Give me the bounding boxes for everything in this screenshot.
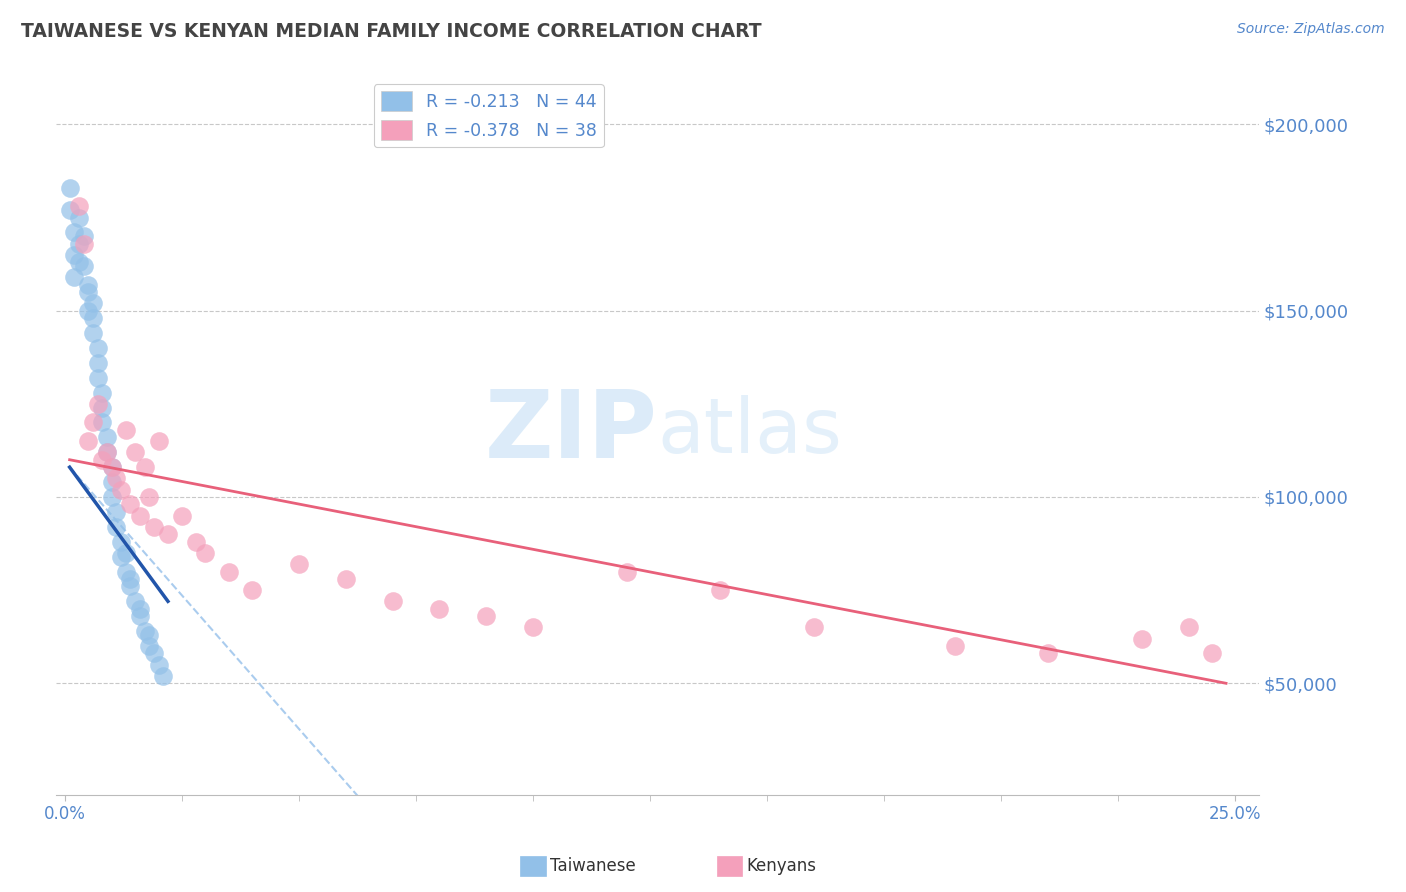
Point bbox=[114, 423, 136, 437]
Point bbox=[1201, 647, 1223, 661]
Point bbox=[142, 647, 165, 661]
Point bbox=[110, 534, 132, 549]
Point bbox=[63, 248, 86, 262]
Point bbox=[943, 639, 966, 653]
Point bbox=[105, 505, 128, 519]
Point bbox=[105, 471, 128, 485]
Point bbox=[82, 311, 104, 326]
Point bbox=[91, 385, 114, 400]
Point bbox=[59, 180, 82, 194]
Point bbox=[194, 546, 217, 560]
Text: TAIWANESE VS KENYAN MEDIAN FAMILY INCOME CORRELATION CHART: TAIWANESE VS KENYAN MEDIAN FAMILY INCOME… bbox=[21, 22, 762, 41]
Point bbox=[86, 356, 108, 370]
Point bbox=[184, 534, 207, 549]
Point bbox=[218, 565, 240, 579]
Point bbox=[134, 460, 156, 475]
Point bbox=[114, 565, 136, 579]
Point bbox=[429, 601, 451, 615]
Point bbox=[86, 341, 108, 355]
Point bbox=[100, 460, 122, 475]
Point bbox=[82, 296, 104, 310]
Point bbox=[67, 236, 90, 251]
Point bbox=[142, 520, 165, 534]
Point bbox=[170, 508, 193, 523]
Point bbox=[120, 579, 142, 593]
Point bbox=[100, 475, 122, 489]
Point bbox=[288, 557, 311, 571]
Point bbox=[128, 609, 150, 624]
Point bbox=[96, 445, 118, 459]
Point bbox=[381, 594, 404, 608]
Point bbox=[59, 203, 82, 218]
Point bbox=[335, 572, 357, 586]
Point bbox=[73, 236, 96, 251]
Point bbox=[110, 549, 132, 564]
Text: Source: ZipAtlas.com: Source: ZipAtlas.com bbox=[1237, 22, 1385, 37]
Point bbox=[105, 520, 128, 534]
Point bbox=[110, 483, 132, 497]
Point bbox=[475, 609, 498, 624]
Point bbox=[77, 303, 100, 318]
Point bbox=[91, 452, 114, 467]
Point bbox=[148, 434, 170, 449]
Point bbox=[100, 460, 122, 475]
Point bbox=[96, 445, 118, 459]
Point bbox=[124, 594, 146, 608]
Point bbox=[616, 565, 638, 579]
Point bbox=[82, 326, 104, 340]
Point bbox=[152, 669, 174, 683]
Point bbox=[96, 430, 118, 444]
Point bbox=[73, 259, 96, 273]
Point bbox=[114, 546, 136, 560]
Point bbox=[128, 601, 150, 615]
Point bbox=[91, 416, 114, 430]
Point bbox=[522, 620, 544, 634]
Text: Kenyans: Kenyans bbox=[747, 857, 817, 875]
Point bbox=[709, 583, 731, 598]
Text: atlas: atlas bbox=[657, 395, 842, 469]
Point bbox=[63, 226, 86, 240]
Point bbox=[77, 277, 100, 292]
Text: ZIP: ZIP bbox=[484, 386, 657, 478]
Point bbox=[803, 620, 825, 634]
Point bbox=[77, 285, 100, 299]
Point bbox=[1036, 647, 1059, 661]
Point bbox=[67, 211, 90, 225]
Point bbox=[73, 229, 96, 244]
Point bbox=[86, 397, 108, 411]
Point bbox=[77, 434, 100, 449]
Point bbox=[67, 255, 90, 269]
Point bbox=[128, 508, 150, 523]
Legend: R = -0.213   N = 44, R = -0.378   N = 38: R = -0.213 N = 44, R = -0.378 N = 38 bbox=[374, 85, 603, 147]
Point bbox=[138, 490, 160, 504]
Point bbox=[91, 401, 114, 415]
Text: Taiwanese: Taiwanese bbox=[550, 857, 636, 875]
Point bbox=[138, 628, 160, 642]
Point bbox=[124, 445, 146, 459]
Point bbox=[67, 199, 90, 213]
Point bbox=[138, 639, 160, 653]
Point bbox=[100, 490, 122, 504]
Point bbox=[63, 270, 86, 285]
Point bbox=[86, 371, 108, 385]
Point bbox=[120, 572, 142, 586]
Point bbox=[1130, 632, 1153, 646]
Point bbox=[148, 657, 170, 672]
Point bbox=[240, 583, 263, 598]
Point bbox=[1177, 620, 1199, 634]
Point bbox=[156, 527, 179, 541]
Point bbox=[82, 416, 104, 430]
Point bbox=[120, 498, 142, 512]
Point bbox=[134, 624, 156, 639]
